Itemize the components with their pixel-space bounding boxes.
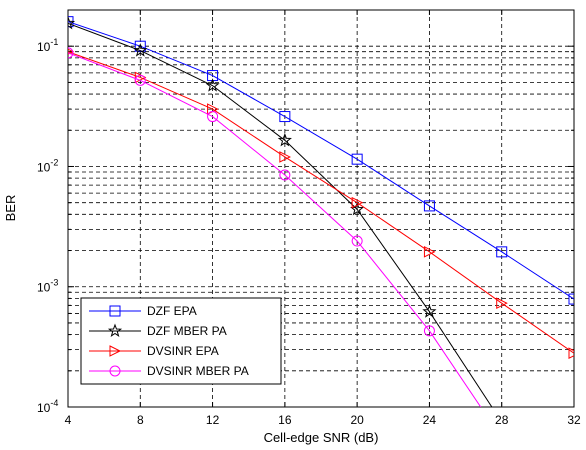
marker-star (277, 132, 292, 147)
y-tick-label: 10-1 (37, 37, 58, 54)
y-axis-label: BER (3, 195, 18, 222)
marker-star (133, 43, 148, 57)
marker-circle (109, 365, 121, 377)
legend-label: DVSINR MBER PA (147, 364, 249, 378)
marker-square (496, 246, 508, 258)
marker-square (423, 200, 435, 212)
marker-square (279, 111, 291, 123)
x-tick-label: 20 (350, 413, 364, 427)
marker-triangle (351, 196, 364, 209)
legend: DZF EPA DZF MBER PA DVSINR EPA DVSINR MBER … (80, 297, 282, 385)
marker-triangle (423, 246, 436, 258)
marker-triangle (109, 345, 122, 357)
legend-label: DZF MBER PA (147, 324, 227, 338)
marker-triangle (568, 347, 574, 360)
legend-box (80, 297, 282, 385)
marker-circle (134, 74, 146, 86)
marker-circle (423, 325, 435, 337)
y-tick-label: 10-4 (37, 398, 58, 415)
y-tick-labels: 10-4 10-3 10-2 10-1 (37, 37, 58, 415)
marker-triangle (279, 151, 291, 163)
marker-circle (351, 235, 363, 247)
series-line (68, 51, 574, 354)
marker-square (109, 305, 121, 317)
data-series (68, 15, 574, 407)
y-tick-label: 10-2 (37, 157, 58, 174)
x-tick-label: 28 (495, 413, 509, 427)
axis-ticks (67, 9, 575, 408)
marker-circle (68, 47, 74, 59)
marker-circle (207, 111, 219, 123)
marker-star (107, 323, 123, 338)
marker-circle (279, 169, 291, 181)
x-tick-label: 32 (567, 413, 581, 427)
marker-star (422, 304, 437, 318)
series-dvsinr-mber-pa (68, 47, 482, 407)
y-tick-label: 10-3 (37, 278, 58, 295)
series-line (68, 52, 482, 407)
x-tick-labels: 4 8 12 16 20 24 28 32 (65, 413, 581, 427)
marker-square (568, 293, 574, 305)
x-tick-label: 8 (137, 413, 144, 427)
marker-star (68, 15, 76, 30)
x-axis-label: Cell-edge SNR (dB) (264, 430, 379, 445)
marker-triangle (496, 297, 508, 309)
x-tick-label: 16 (278, 413, 292, 427)
marker-star (205, 78, 220, 92)
legend-label: DVSINR EPA (147, 344, 219, 358)
x-tick-label: 4 (65, 413, 72, 427)
plot-area-frame (67, 9, 575, 408)
marker-square (351, 153, 363, 165)
legend-label: DZF EPA (147, 304, 197, 318)
x-tick-label: 12 (206, 413, 220, 427)
marker-square (134, 40, 146, 52)
x-tick-label: 24 (423, 413, 437, 427)
series-line (68, 21, 574, 300)
series-line (68, 22, 493, 407)
